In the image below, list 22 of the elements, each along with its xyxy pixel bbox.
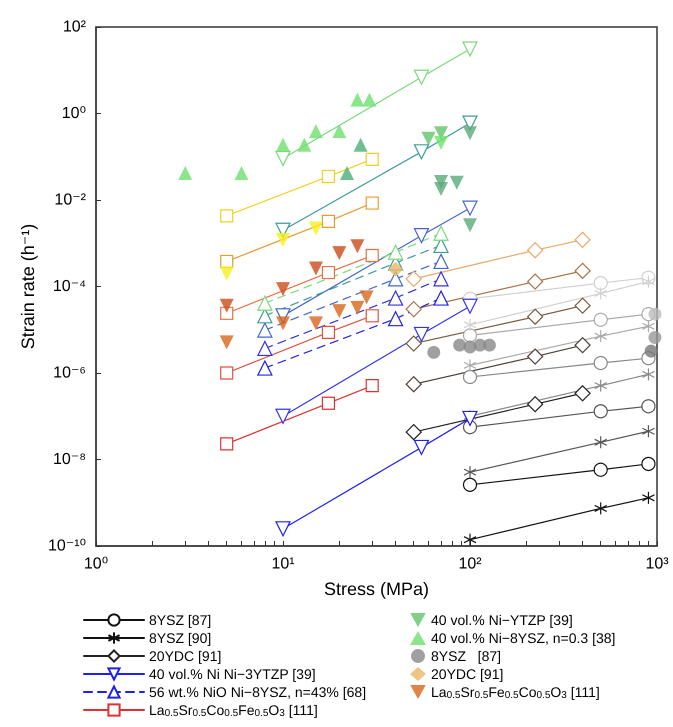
y-tick-label: 10⁰ bbox=[62, 105, 86, 122]
legend-label: 8YSZ [87] bbox=[431, 648, 502, 664]
y-tick-label: 10⁻⁴ bbox=[52, 278, 86, 295]
x-tick-label: 10⁰ bbox=[84, 556, 108, 572]
x-tick-label: 10³ bbox=[645, 556, 670, 572]
y-tick-label: 10⁻⁶ bbox=[53, 364, 86, 382]
y-tick-label: 10⁻⁸ bbox=[53, 451, 86, 468]
x-tick-label: 10¹ bbox=[271, 556, 295, 572]
legend-label: 8YSZ [87] bbox=[149, 612, 212, 628]
y-tick-label: 10² bbox=[62, 18, 87, 36]
legend-label: 40 vol.% Ni−8YSZ, n=0.3 [38] bbox=[431, 630, 616, 646]
x-tick-label: 10² bbox=[458, 556, 482, 572]
legend-label: 40 vol.% Ni−YTZP [39] bbox=[431, 612, 573, 628]
y-tick-label: 10⁻¹⁰ bbox=[48, 538, 86, 554]
legend-label: 20YDC [91] bbox=[431, 666, 504, 682]
x-axis-title: Stress (MPa) bbox=[324, 579, 430, 599]
legend-label: 56 wt.% NiO Ni−8YSZ, n=43% [68] bbox=[149, 684, 366, 700]
legend-label: 40 vol.% Ni Ni−3YTZP [39] bbox=[149, 666, 316, 682]
y-axis-title: Strain rate (h⁻¹) bbox=[18, 224, 38, 350]
y-tick-label: 10⁻² bbox=[54, 192, 87, 208]
legend-label: 20YDC [91] bbox=[149, 648, 222, 664]
legend-label: 8YSZ [90] bbox=[149, 630, 212, 646]
